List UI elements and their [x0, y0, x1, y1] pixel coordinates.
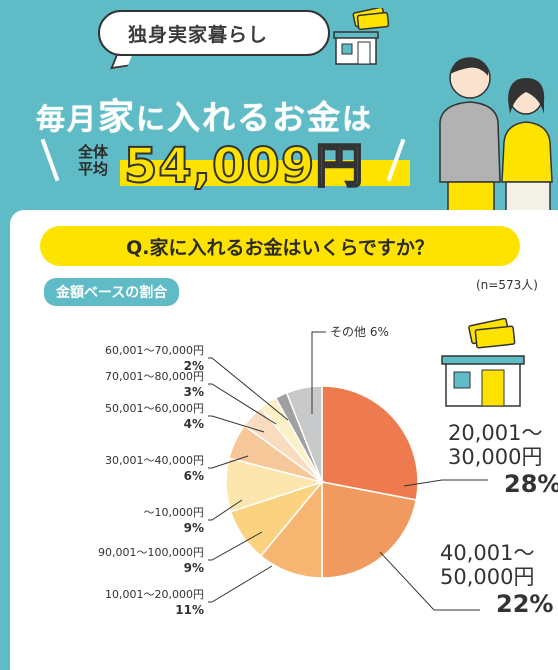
headline: 毎月家に入れるお金は	[36, 88, 373, 140]
average-label: 全体 平均	[78, 144, 108, 178]
slice-label: 10,001～20,000円	[105, 588, 204, 601]
highlight-band	[120, 160, 410, 186]
slice-label: その他 6%	[330, 325, 389, 339]
question-banner: Q.家に入れるお金はいくらですか？	[40, 226, 520, 266]
pie-slice	[259, 479, 323, 579]
leader-line	[208, 383, 277, 425]
slice-label: 30,001～40,000円	[105, 454, 204, 467]
average-value: 54,009円	[123, 137, 365, 195]
slice-percent: 3%	[184, 385, 204, 399]
slice-label: 20,001～	[448, 421, 542, 445]
leader-line	[208, 565, 273, 603]
slice-percent: 28%	[504, 470, 558, 498]
slice-percent: 22%	[496, 590, 553, 618]
sample-size: (n=573人)	[476, 278, 538, 292]
ratio-tag: 金額ベースの割合	[44, 278, 180, 306]
slice-label: 40,001～	[440, 541, 534, 565]
headline-part: は	[342, 102, 374, 136]
slice-percent: 6%	[184, 469, 204, 483]
leader-line	[208, 455, 249, 469]
slice-label: 50,001～60,000円	[105, 402, 204, 415]
bubble-text: 独身実家暮らし	[128, 23, 269, 46]
slice-label: 30,000円	[448, 445, 542, 469]
leader-line	[208, 357, 289, 421]
speech-bubble: 独身実家暮らし	[98, 10, 330, 56]
headline-part: 入れる	[167, 98, 273, 137]
slice-percent: 11%	[175, 603, 204, 617]
headline-part: お金	[272, 98, 343, 137]
pie-slice	[321, 385, 419, 501]
slice-label: 50,000円	[440, 565, 534, 589]
headline-part: 毎月	[36, 102, 99, 136]
slice-percent: 2%	[184, 359, 204, 373]
leader-line	[403, 479, 488, 487]
leader-line	[311, 331, 326, 414]
leader-line	[208, 499, 243, 521]
slice-percent: 9%	[184, 561, 204, 575]
slice-label: 90,001～100,000円	[98, 546, 204, 559]
slice-percent: 9%	[184, 521, 204, 535]
slice-percent: 4%	[184, 417, 204, 431]
slice-label: 70,001～80,000円	[105, 370, 204, 383]
average-label-2: 平均	[78, 160, 109, 178]
house-money-icon-large	[441, 318, 525, 407]
house-money-icon	[333, 8, 390, 65]
headline-part: 家	[98, 97, 137, 138]
pie-slice	[285, 385, 323, 483]
leader-line	[208, 415, 265, 433]
average-label-1: 全体	[78, 143, 109, 161]
slice-label: 60,001～70,000円	[105, 344, 204, 357]
people-illustration	[439, 57, 553, 212]
headline-part: に	[136, 102, 168, 136]
leader-line	[208, 531, 263, 561]
leader-line	[379, 551, 480, 611]
slice-label: ～10,000円	[144, 506, 205, 519]
